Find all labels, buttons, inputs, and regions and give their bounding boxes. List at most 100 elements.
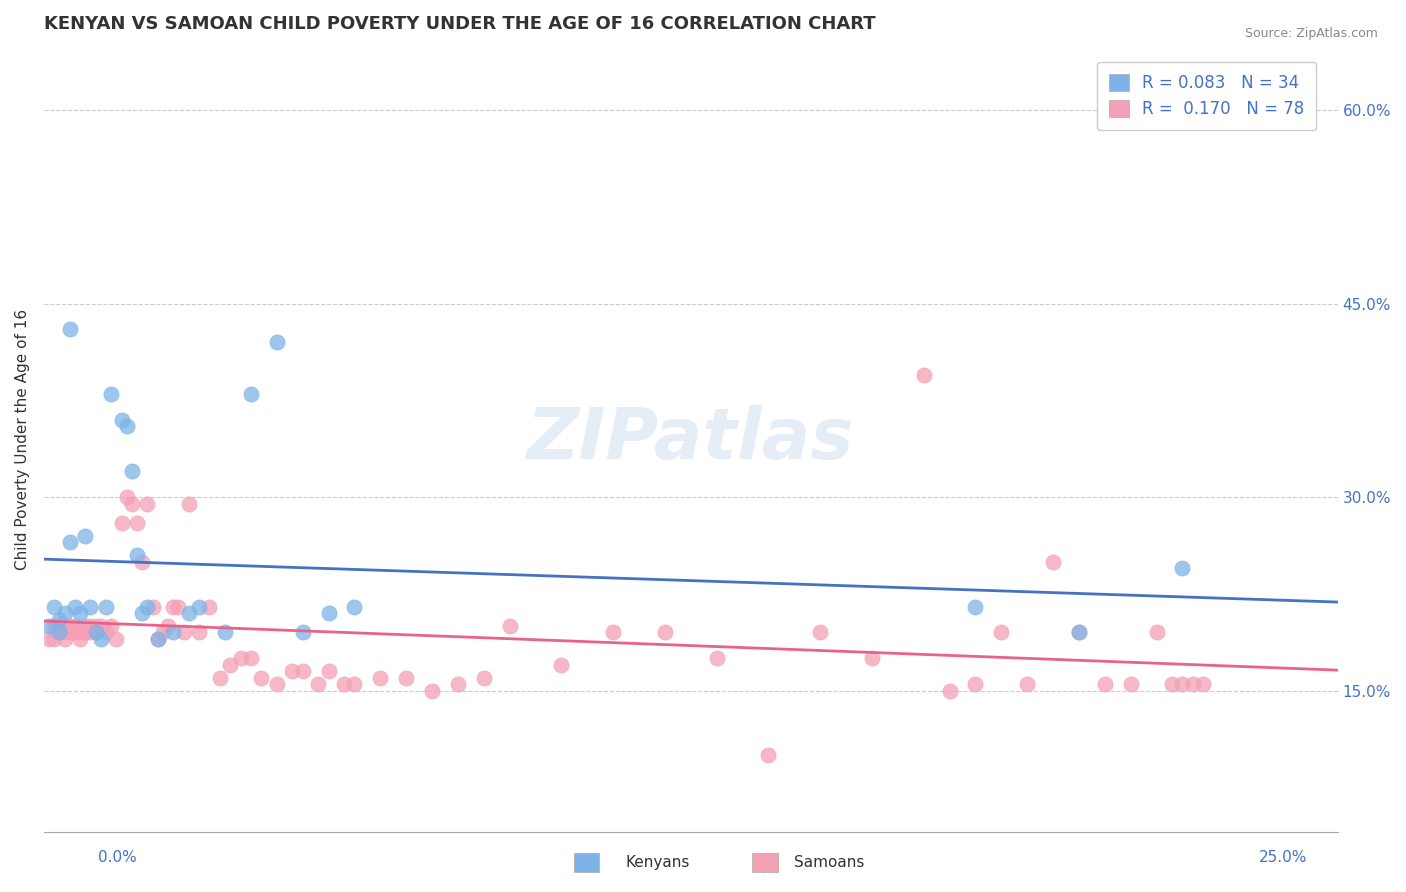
- Point: [162, 599, 184, 614]
- Point: [368, 671, 391, 685]
- Point: [125, 516, 148, 530]
- Point: [84, 625, 107, 640]
- Text: Source: ZipAtlas.com: Source: ZipAtlas.com: [1244, 27, 1378, 40]
- Point: [808, 625, 831, 640]
- Point: [291, 625, 314, 640]
- Point: [152, 625, 174, 640]
- Point: [48, 625, 70, 640]
- Point: [69, 632, 91, 646]
- Point: [214, 625, 236, 640]
- Point: [1171, 561, 1194, 575]
- Point: [94, 625, 117, 640]
- Point: [63, 599, 86, 614]
- Point: [188, 625, 211, 640]
- Point: [229, 651, 252, 665]
- Point: [131, 555, 153, 569]
- Point: [63, 619, 86, 633]
- Point: [94, 599, 117, 614]
- Point: [758, 747, 780, 762]
- Point: [75, 619, 97, 633]
- Point: [860, 651, 883, 665]
- Point: [343, 677, 366, 691]
- Point: [146, 632, 169, 646]
- Text: 0.0%: 0.0%: [98, 850, 138, 865]
- Point: [38, 632, 60, 646]
- Point: [550, 657, 572, 672]
- Point: [100, 387, 122, 401]
- Point: [79, 619, 101, 633]
- Point: [1119, 677, 1142, 691]
- Point: [1042, 555, 1064, 569]
- Point: [1171, 677, 1194, 691]
- Point: [990, 625, 1012, 640]
- Point: [654, 625, 676, 640]
- Point: [938, 683, 960, 698]
- Point: [177, 606, 200, 620]
- Text: Samoans: Samoans: [794, 855, 865, 870]
- Point: [131, 606, 153, 620]
- Point: [472, 671, 495, 685]
- Point: [115, 490, 138, 504]
- Point: [198, 599, 221, 614]
- Text: Kenyans: Kenyans: [626, 855, 690, 870]
- Point: [63, 625, 86, 640]
- Point: [1192, 677, 1215, 691]
- Point: [239, 387, 262, 401]
- Point: [90, 632, 112, 646]
- Point: [100, 619, 122, 633]
- Point: [79, 599, 101, 614]
- Point: [110, 516, 132, 530]
- Point: [48, 613, 70, 627]
- Point: [333, 677, 356, 691]
- Point: [84, 625, 107, 640]
- Point: [602, 625, 624, 640]
- Point: [239, 651, 262, 665]
- Text: ZIPatlas: ZIPatlas: [527, 405, 855, 474]
- Point: [136, 599, 159, 614]
- Point: [173, 625, 195, 640]
- Point: [136, 496, 159, 510]
- Point: [307, 677, 329, 691]
- Point: [75, 625, 97, 640]
- Point: [420, 683, 443, 698]
- Point: [44, 619, 66, 633]
- Point: [1094, 677, 1116, 691]
- Point: [1067, 625, 1090, 640]
- Point: [965, 599, 987, 614]
- Point: [167, 599, 190, 614]
- Point: [219, 657, 242, 672]
- Point: [250, 671, 273, 685]
- FancyBboxPatch shape: [752, 853, 778, 872]
- Point: [162, 625, 184, 640]
- Point: [281, 664, 304, 678]
- Point: [53, 632, 76, 646]
- Point: [59, 322, 82, 336]
- Point: [69, 606, 91, 620]
- Point: [1017, 677, 1039, 691]
- Point: [343, 599, 366, 614]
- Point: [121, 464, 143, 478]
- Point: [59, 619, 82, 633]
- Point: [75, 529, 97, 543]
- Point: [38, 619, 60, 633]
- Point: [90, 619, 112, 633]
- Point: [53, 606, 76, 620]
- Point: [79, 625, 101, 640]
- Point: [121, 496, 143, 510]
- Point: [177, 496, 200, 510]
- Point: [912, 368, 935, 382]
- Point: [44, 632, 66, 646]
- Legend: R = 0.083   N = 34, R =  0.170   N = 78: R = 0.083 N = 34, R = 0.170 N = 78: [1098, 62, 1316, 130]
- Y-axis label: Child Poverty Under the Age of 16: Child Poverty Under the Age of 16: [15, 309, 30, 570]
- Point: [1161, 677, 1184, 691]
- Point: [1067, 625, 1090, 640]
- Point: [59, 535, 82, 549]
- Point: [84, 619, 107, 633]
- Text: 25.0%: 25.0%: [1260, 850, 1308, 865]
- Point: [105, 632, 128, 646]
- FancyBboxPatch shape: [574, 853, 599, 872]
- Point: [142, 599, 165, 614]
- Point: [115, 419, 138, 434]
- Point: [157, 619, 180, 633]
- Point: [395, 671, 418, 685]
